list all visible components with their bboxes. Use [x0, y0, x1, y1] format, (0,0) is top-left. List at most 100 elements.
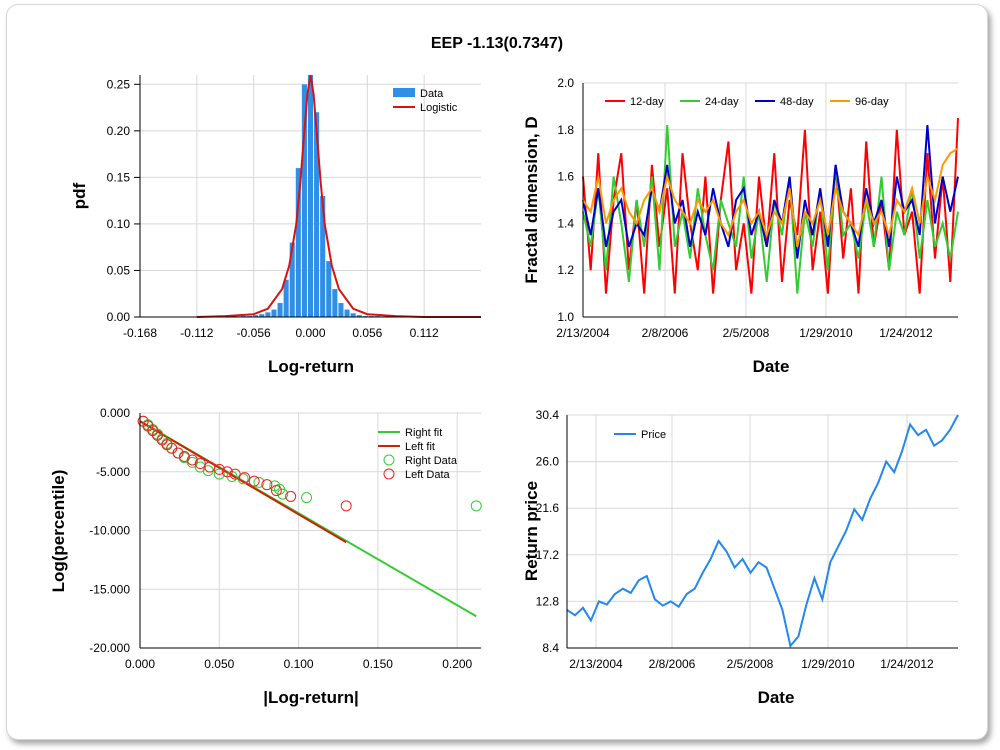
pdf-y-tick-label: 0.05 — [107, 263, 131, 277]
pdf-x-tick-label: 0.056 — [352, 326, 382, 340]
price-y-tick-label: 30.4 — [536, 408, 560, 422]
price-legend-label: Price — [641, 429, 666, 441]
price-y-tick-label: 8.4 — [542, 641, 559, 655]
fractal-y-tick-label: 2.0 — [557, 76, 574, 90]
fractal-legend-label: 24-day — [705, 96, 739, 108]
pdf-bar — [332, 289, 338, 317]
tails-y-axis-title: Log(percentile) — [49, 470, 68, 593]
price-y-tick-label: 21.6 — [536, 501, 560, 515]
price-plot-area — [567, 415, 958, 648]
fractal-legend-label: 12-day — [630, 96, 664, 108]
fractal-series-line — [582, 147, 959, 248]
price-x-tick-label: 1/29/2010 — [801, 657, 855, 671]
tails-right-data-point — [277, 488, 289, 500]
tails-y-tick-label: -15.000 — [89, 582, 130, 596]
tails-y-tick-label: 0.000 — [100, 406, 130, 420]
fractal-y-tick-label: 1.2 — [557, 263, 574, 277]
tails-left-data-point — [221, 466, 233, 478]
pdf-y-tick-label: 0.20 — [107, 124, 131, 138]
tails-legend-label: Right Data — [405, 455, 458, 467]
tails-left-data-point — [213, 463, 225, 475]
tails-legend-swatch-left-data — [383, 468, 395, 480]
pdf-bar — [338, 303, 344, 317]
fractal-legend-label: 96-day — [855, 96, 889, 108]
fractal-y-tick-label: 1.8 — [557, 123, 574, 137]
tails-x-tick-label: 0.200 — [442, 657, 472, 671]
tails-right-data-point — [253, 476, 265, 488]
tails-legend-label: Right fit — [405, 427, 442, 439]
pdf-x-tick-label: 0.000 — [295, 326, 325, 340]
pdf-bar — [295, 168, 301, 317]
pdf-bar — [289, 242, 295, 317]
fractal-y-tick-label: 1.6 — [557, 170, 574, 184]
price-y-axis-title: Return price — [522, 481, 541, 581]
fractal-x-tick-label: 2/13/2004 — [556, 326, 610, 340]
tails-y-tick-label: -5.000 — [96, 465, 130, 479]
price-x-tick-label: 2/13/2004 — [569, 657, 623, 671]
tails-y-tick-label: -10.000 — [89, 524, 130, 538]
pdf-bar — [326, 261, 332, 317]
tails-y-tick-label: -20.000 — [89, 641, 130, 655]
tails-left-data-point — [285, 490, 297, 502]
tails-left-data-point — [239, 472, 251, 484]
pdf-bar — [320, 196, 326, 317]
pdf-bar — [350, 313, 356, 317]
tails-legend-label: Left fit — [405, 441, 435, 453]
pdf-bar — [344, 309, 350, 317]
fractal-x-axis-title: Date — [753, 357, 790, 376]
pdf-bar — [314, 112, 320, 317]
pdf-y-tick-label: 0.15 — [107, 170, 131, 184]
pdf-bar — [271, 309, 277, 317]
price-x-axis-title: Date — [758, 688, 795, 707]
fractal-x-tick-label: 1/29/2010 — [799, 326, 853, 340]
pdf-y-axis-title: pdf — [70, 182, 89, 209]
pdf-bar — [253, 315, 259, 317]
tails-legend-swatch-right-data — [383, 454, 395, 466]
fractal-y-axis-title: Fractal dimension, D — [522, 116, 541, 283]
tails-x-tick-label: 0.100 — [284, 657, 314, 671]
tails-left-data-point — [229, 468, 241, 480]
tails-left-data-point — [172, 447, 184, 459]
price-y-tick-label: 12.8 — [536, 594, 560, 608]
pdf-x-tick-label: -0.112 — [180, 326, 213, 340]
tails-left-data-point — [261, 479, 273, 491]
tails-right-data-point — [237, 473, 249, 485]
tails-left-data-point — [340, 500, 352, 512]
fractal-x-tick-label: 1/24/2012 — [879, 326, 933, 340]
price-x-tick-label: 2/5/2008 — [727, 657, 774, 671]
tails-x-tick-label: 0.150 — [363, 657, 393, 671]
price-y-tick-label: 17.2 — [536, 548, 560, 562]
price-y-tick-label: 26.0 — [536, 455, 560, 469]
fractal-y-tick-label: 1.0 — [557, 310, 574, 324]
price-x-tick-label: 1/24/2012 — [880, 657, 934, 671]
pdf-y-tick-label: 0.10 — [107, 217, 131, 231]
pdf-bar — [265, 312, 271, 317]
pdf-y-tick-label: 0.25 — [107, 77, 131, 91]
tails-left-data-point — [248, 475, 260, 487]
tails-right-data-point — [301, 492, 313, 504]
pdf-legend-swatch-data — [393, 88, 415, 97]
pdf-legend-label-logistic: Logistic — [420, 102, 458, 114]
tails-x-tick-label: 0.000 — [125, 657, 155, 671]
pdf-y-tick-label: 0.00 — [107, 310, 131, 324]
price-x-tick-label: 2/8/2006 — [649, 657, 696, 671]
tails-left-fit-line — [139, 420, 347, 544]
tails-x-tick-label: 0.050 — [204, 657, 234, 671]
price-line — [566, 414, 959, 649]
pdf-bar — [307, 75, 314, 317]
tails-right-data-point — [470, 500, 482, 512]
fractal-x-tick-label: 2/8/2006 — [642, 326, 689, 340]
tails-left-data-point — [270, 485, 282, 497]
fractal-legend-label: 48-day — [780, 96, 814, 108]
pdf-x-axis-title: Log-return — [268, 357, 354, 376]
fractal-series-line — [582, 125, 959, 294]
tails-x-axis-title: |Log-return| — [263, 688, 358, 707]
tails-right-data-point — [213, 468, 225, 480]
pdf-bar — [301, 84, 307, 317]
tails-legend-label: Left Data — [405, 469, 451, 481]
pdf-x-tick-label: -0.168 — [123, 326, 157, 340]
pdf-bar — [356, 315, 362, 317]
pdf-x-tick-label: -0.056 — [237, 326, 271, 340]
tails-right-data-point — [186, 456, 198, 468]
